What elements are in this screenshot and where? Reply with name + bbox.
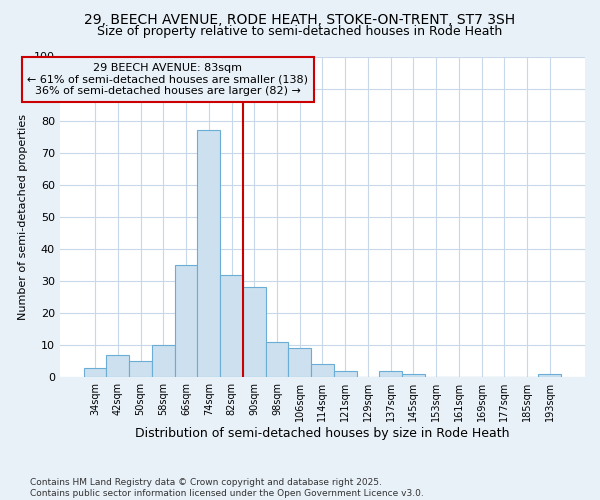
Bar — [84, 368, 106, 377]
Bar — [402, 374, 425, 377]
Bar — [106, 355, 129, 377]
Bar — [197, 130, 220, 377]
Bar — [379, 371, 402, 377]
Bar — [289, 348, 311, 377]
Bar — [266, 342, 289, 377]
Text: Contains HM Land Registry data © Crown copyright and database right 2025.
Contai: Contains HM Land Registry data © Crown c… — [30, 478, 424, 498]
Bar — [311, 364, 334, 377]
Text: 29, BEECH AVENUE, RODE HEATH, STOKE-ON-TRENT, ST7 3SH: 29, BEECH AVENUE, RODE HEATH, STOKE-ON-T… — [85, 12, 515, 26]
X-axis label: Distribution of semi-detached houses by size in Rode Heath: Distribution of semi-detached houses by … — [135, 427, 509, 440]
Bar — [220, 274, 243, 377]
Bar — [129, 361, 152, 377]
Text: Size of property relative to semi-detached houses in Rode Heath: Size of property relative to semi-detach… — [97, 25, 503, 38]
Y-axis label: Number of semi-detached properties: Number of semi-detached properties — [19, 114, 28, 320]
Text: 29 BEECH AVENUE: 83sqm
← 61% of semi-detached houses are smaller (138)
36% of se: 29 BEECH AVENUE: 83sqm ← 61% of semi-det… — [28, 63, 308, 96]
Bar — [152, 345, 175, 377]
Bar — [334, 371, 356, 377]
Bar — [243, 288, 266, 377]
Bar — [538, 374, 561, 377]
Bar — [175, 265, 197, 377]
